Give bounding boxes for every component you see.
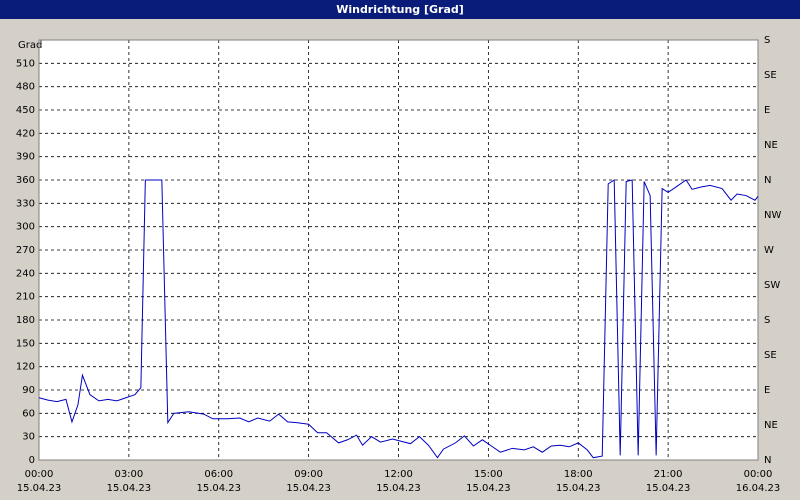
y-axis-label: Grad <box>18 40 42 51</box>
y2-tick-label: W <box>764 245 774 256</box>
y2-tick-label: N <box>764 455 771 466</box>
x-tick-label: 12:00 15.04.23 <box>376 469 421 494</box>
y-tick-label: 240 <box>16 268 35 279</box>
y-tick-label: 60 <box>22 408 35 419</box>
y-tick-label: 90 <box>22 385 35 396</box>
y2-tick-label: NW <box>764 210 781 221</box>
y2-tick-label: S <box>764 35 770 46</box>
data-line <box>38 179 759 459</box>
y2-tick-label: SE <box>764 70 777 81</box>
y-tick-label: 210 <box>16 292 35 303</box>
x-tick-label: 00:00 16.04.23 <box>736 469 781 494</box>
y2-tick-label: E <box>764 105 770 116</box>
chart-title: Windrichtung [Grad] <box>336 3 464 16</box>
title-bar <box>0 0 800 19</box>
y-tick-label: 450 <box>16 105 35 116</box>
x-tick-label: 03:00 15.04.23 <box>107 469 152 494</box>
x-tick-label: 09:00 15.04.23 <box>286 469 331 494</box>
y-tick-label: 330 <box>16 198 35 209</box>
y2-tick-label: S <box>764 315 770 326</box>
y-tick-label: 300 <box>16 222 35 233</box>
y-tick-label: 0 <box>29 455 35 466</box>
y2-tick-label: SE <box>764 350 777 361</box>
y2-tick-label: NE <box>764 140 778 151</box>
y-tick-label: 390 <box>16 152 35 163</box>
y-tick-label: 360 <box>16 175 35 186</box>
y2-tick-label: N <box>764 175 771 186</box>
y-tick-label: 150 <box>16 338 35 349</box>
y2-tick-label: NE <box>764 420 778 431</box>
x-tick-label: 00:00 15.04.23 <box>17 469 62 494</box>
y-tick-label: 420 <box>16 128 35 139</box>
x-tick-label: 06:00 15.04.23 <box>196 469 241 494</box>
y-tick-label: 180 <box>16 315 35 326</box>
x-tick-label: 21:00 15.04.23 <box>646 469 691 494</box>
y-tick-label: 120 <box>16 362 35 373</box>
y-tick-label: 480 <box>16 82 35 93</box>
y2-tick-label: SW <box>764 280 780 291</box>
y-tick-label: 30 <box>22 432 35 443</box>
x-tick-label: 18:00 15.04.23 <box>556 469 601 494</box>
x-tick-label: 15:00 15.04.23 <box>466 469 511 494</box>
y-tick-label: 270 <box>16 245 35 256</box>
y2-tick-label: E <box>764 385 770 396</box>
y-tick-label: 510 <box>16 58 35 69</box>
plot-frame <box>38 39 759 461</box>
